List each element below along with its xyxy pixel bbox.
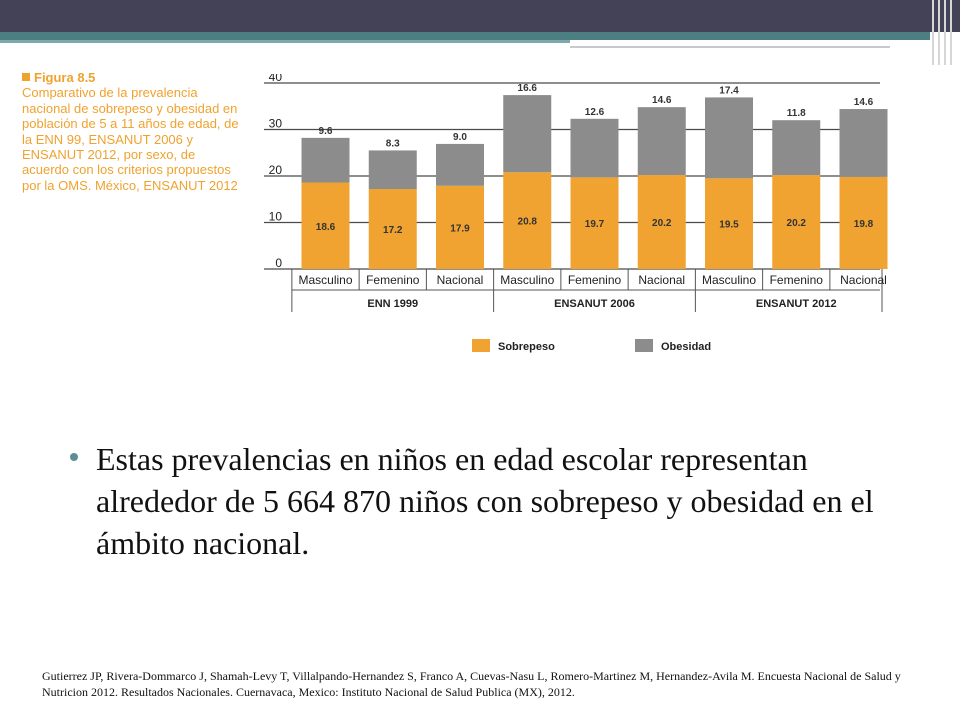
data-label-obesidad: 9.0 <box>453 132 467 143</box>
data-label-sobrepeso: 20.2 <box>652 218 672 229</box>
bullet-text: Estas prevalencias en niños en edad esco… <box>96 441 874 561</box>
figure-caption: Figura 8.5 Comparativo de la prevalencia… <box>22 70 242 193</box>
bar-sobrepeso <box>637 175 686 269</box>
bar-obesidad <box>772 120 821 176</box>
legend-swatch-obesidad <box>635 339 653 352</box>
figure-marker-square <box>22 73 30 81</box>
bar-obesidad <box>705 97 753 179</box>
slide-header-bar <box>0 0 960 32</box>
x-tick-label: Femenino <box>770 273 824 287</box>
x-tick-label: Nacional <box>437 273 484 287</box>
data-label-obesidad: 14.6 <box>652 95 672 106</box>
data-label-obesidad: 12.6 <box>585 107 605 118</box>
bar-sobrepeso <box>570 177 619 269</box>
bar-sobrepeso <box>368 189 417 269</box>
data-label-sobrepeso: 20.2 <box>787 218 807 229</box>
data-label-obesidad: 14.6 <box>854 97 874 108</box>
data-label-obesidad: 16.6 <box>518 83 538 94</box>
bar-obesidad <box>839 109 888 177</box>
legend-label: Sobrepeso <box>498 341 555 353</box>
y-tick-label: 40 <box>269 74 283 84</box>
bar-sobrepeso <box>772 175 821 269</box>
bar-sobrepeso <box>436 185 484 269</box>
y-tick-label: 30 <box>269 117 283 131</box>
data-label-sobrepeso: 20.8 <box>518 217 538 228</box>
x-tick-label: Nacional <box>638 273 685 287</box>
data-label-sobrepeso: 19.5 <box>719 220 739 231</box>
bar-obesidad <box>637 107 686 176</box>
y-tick-label: 10 <box>269 210 283 224</box>
legend-label: Obesidad <box>661 341 711 353</box>
y-tick-label: 20 <box>269 163 283 177</box>
data-label-obesidad: 8.3 <box>386 138 400 149</box>
data-label-obesidad: 11.8 <box>787 108 806 119</box>
header-accent-line <box>0 32 930 40</box>
data-label-sobrepeso: 17.2 <box>383 225 403 236</box>
x-tick-label: Masculino <box>500 273 554 287</box>
x-group-label: ENN 1999 <box>367 298 418 310</box>
stacked-bar-chart: 0 10 20 30 40 18.6 9.6 17.2 8.3 17.9 9.0 20.8 16.6 19… <box>264 74 888 353</box>
bar-obesidad <box>368 150 417 190</box>
bar-obesidad <box>503 95 552 173</box>
bar-sobrepeso <box>503 172 552 269</box>
x-tick-label: Masculino <box>702 273 756 287</box>
corner-decoration <box>928 0 960 65</box>
header-divider-line <box>570 46 890 48</box>
x-tick-label: Femenino <box>568 273 622 287</box>
bar-obesidad <box>301 137 350 183</box>
legend-swatch-sobrepeso <box>472 339 490 352</box>
figure-label: Figura 8.5 <box>34 70 96 85</box>
x-tick-label: Nacional <box>840 273 887 287</box>
figure-caption-text: Comparativo de la prevalencia nacional d… <box>22 85 239 193</box>
data-label-sobrepeso: 19.7 <box>585 219 605 230</box>
bar-sobrepeso <box>839 176 888 269</box>
y-tick-label: 0 <box>275 256 282 270</box>
x-group-label: ENSANUT 2006 <box>554 298 635 310</box>
data-label-sobrepeso: 17.9 <box>450 223 470 234</box>
reference-citation: Gutierrez JP, Rivera-Dommarco J, Shamah-… <box>42 669 901 699</box>
bar-sobrepeso <box>301 182 350 269</box>
data-label-sobrepeso: 19.8 <box>854 219 874 230</box>
x-tick-label: Masculino <box>298 273 352 287</box>
bar-sobrepeso <box>705 178 753 269</box>
data-label-obesidad: 17.4 <box>719 85 739 96</box>
bullet-point: Estas prevalencias en niños en edad esco… <box>70 438 874 564</box>
header-accent-thin-line <box>0 40 570 43</box>
bar-obesidad <box>570 118 619 178</box>
x-tick-label: Femenino <box>366 273 420 287</box>
data-label-obesidad: 9.6 <box>319 126 333 137</box>
x-group-label: ENSANUT 2012 <box>756 298 837 310</box>
bar-obesidad <box>436 143 484 186</box>
data-label-sobrepeso: 18.6 <box>316 222 336 233</box>
bullet-dot-icon <box>70 453 78 461</box>
